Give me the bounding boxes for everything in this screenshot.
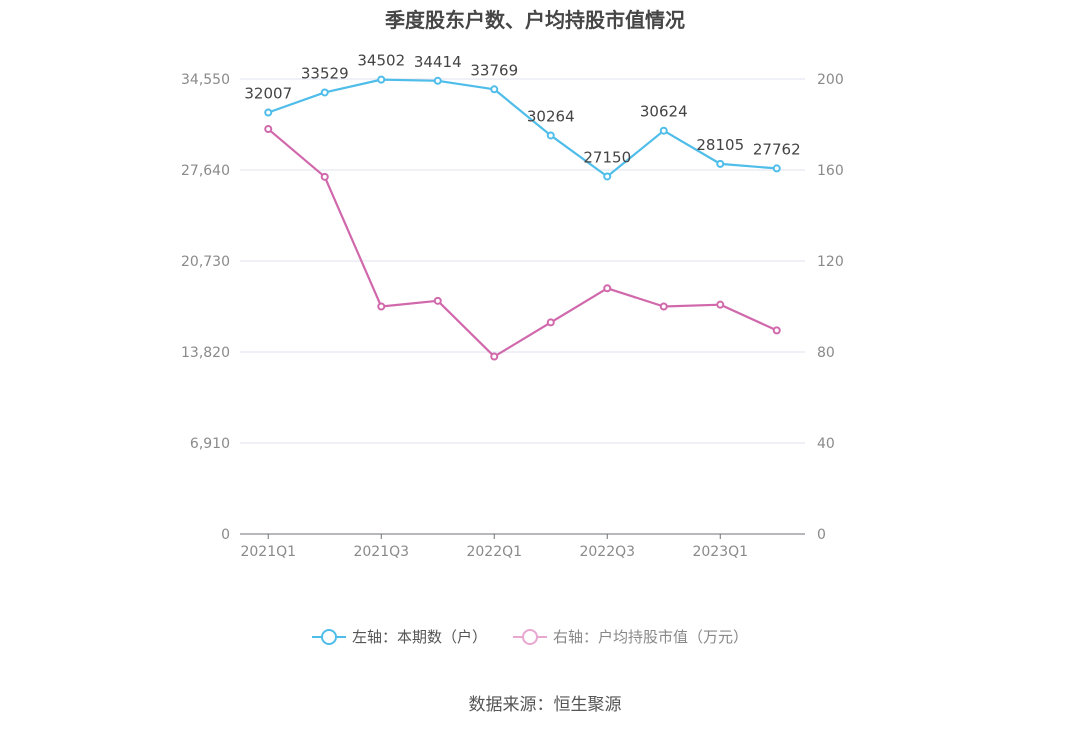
data-point-right [490,352,499,361]
data-point-right [772,326,781,335]
legend-item-left-series[interactable]: 左轴：本期数（户） [311,626,487,647]
left-axis-tick-label: 27,640 [181,163,230,179]
data-label: 27762 [753,140,801,158]
legend-line-circle-icon [513,628,547,646]
x-axis-tick-label: 2021Q3 [353,544,409,560]
data-point-right [320,172,329,181]
source-note: 数据来源：恒生聚源 [468,695,622,715]
x-axis-tick-label: 2023Q1 [692,544,748,560]
legend-label-left-series: 左轴：本期数（户） [351,628,487,646]
data-point-left [716,159,725,168]
legend: 左轴：本期数（户） 右轴：户均持股市值（万元） [0,626,1060,647]
data-point-right [659,302,668,311]
data-label: 28105 [696,136,744,154]
data-label: 33769 [470,61,518,79]
data-point-left [772,164,781,173]
data-point-left [264,108,273,117]
data-label: 30624 [640,103,688,121]
legend-line-circle-icon [311,628,346,646]
left-axis-tick-label: 0 [221,527,230,543]
left-axis-tick-label: 6,910 [190,436,230,452]
legend-label-right-series: 右轴：户均持股市值（万元） [553,628,749,646]
x-axis-tick-label: 2022Q1 [466,544,522,560]
left-axis-tick-label: 13,820 [181,345,230,361]
x-axis-tick-label: 2021Q1 [240,544,296,560]
data-point-right [264,125,273,134]
data-point-right [716,300,725,309]
data-point-left [433,76,442,85]
data-point-right [433,296,442,305]
data-point-left [603,172,612,181]
data-point-left [659,126,668,135]
data-point-right [377,302,386,311]
legend-item-right-series[interactable]: 右轴：户均持股市值（万元） [513,626,748,647]
data-point-left [546,131,555,140]
data-label: 30264 [527,107,575,125]
data-label: 33529 [301,64,349,82]
data-label: 34414 [414,53,462,71]
data-point-right [546,318,555,327]
data-point-left [377,75,386,84]
data-label: 32007 [244,84,292,102]
right-axis-tick-label: 120 [817,254,844,270]
right-axis-tick-label: 160 [817,163,844,179]
x-axis-tick-label: 2022Q3 [579,544,635,560]
data-label: 27150 [583,148,631,166]
right-axis-tick-label: 200 [817,72,844,88]
data-point-left [490,85,499,94]
left-axis-tick-label: 34,550 [181,72,230,88]
data-point-left [320,88,329,97]
chart-title: 季度股东户数、户均持股市值情况 [385,8,685,32]
data-point-right [603,284,612,293]
series-line-right [267,128,778,358]
right-axis-tick-label: 0 [817,527,826,543]
series-line-left [267,78,777,178]
right-axis-tick-label: 80 [817,345,835,361]
right-axis-tick-label: 40 [817,436,835,452]
left-axis-tick-label: 20,730 [181,254,230,270]
data-label: 34502 [357,52,405,70]
